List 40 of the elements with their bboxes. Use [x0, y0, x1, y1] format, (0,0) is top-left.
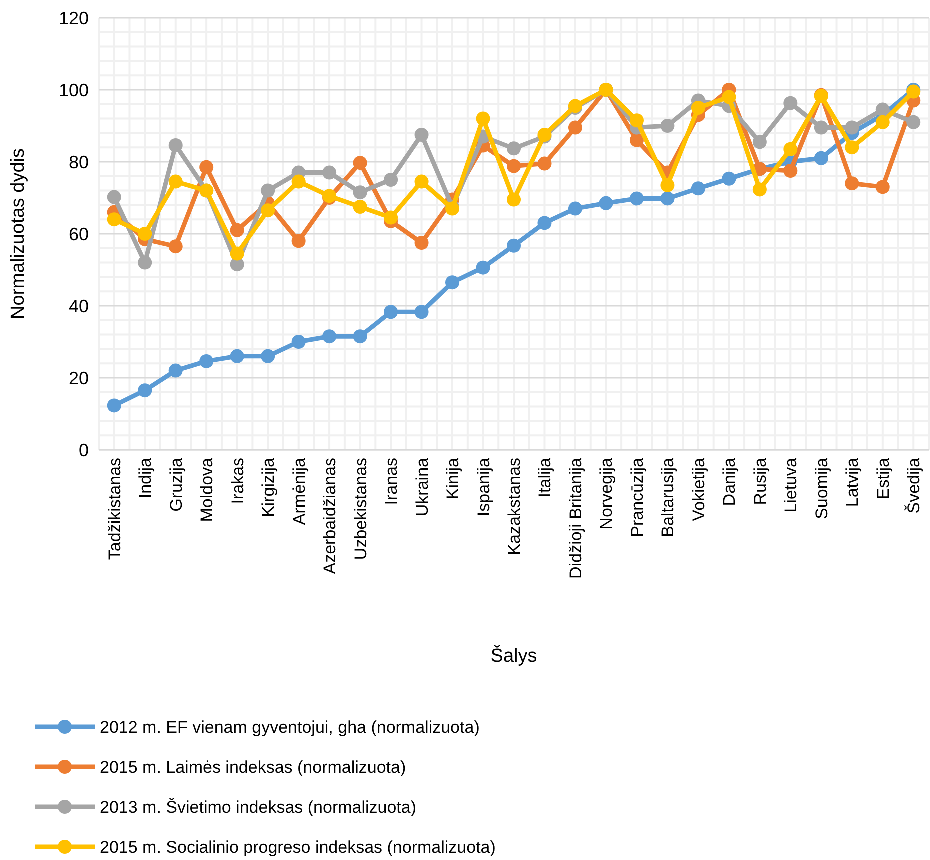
x-tick-label: Uzbekistanas: [351, 458, 370, 560]
x-tick-label: Latvija: [843, 457, 862, 508]
y-axis-title: Normalizuotas dydis: [8, 148, 29, 320]
y-tick-label: 100: [58, 80, 89, 100]
x-tick-label: Irakas: [228, 458, 248, 504]
legend-label: 2013 m. Švietimo indeksas (normalizuota): [100, 798, 417, 817]
y-tick-label: 60: [68, 224, 89, 244]
x-tick-label: Armėnija: [290, 457, 309, 526]
x-tick-label: Gruzija: [166, 457, 186, 512]
x-tick-label: Rusija: [750, 457, 770, 506]
x-tick-label: Kazakstanas: [505, 458, 524, 556]
y-tick-label: 40: [68, 296, 89, 316]
x-tick-label: Kirgizija: [259, 457, 278, 518]
y-tick-label: 80: [68, 152, 89, 172]
x-tick-label: Indija: [136, 457, 156, 499]
x-tick-label: Ispanija: [474, 457, 494, 517]
x-tick-label: Tadžikistanas: [105, 458, 124, 560]
y-tick-label: 0: [78, 440, 89, 460]
x-tick-label: Baltarusija: [658, 457, 678, 538]
x-tick-label: Italija: [536, 457, 555, 498]
x-tick-label: Švedija: [904, 457, 924, 514]
x-tick-label: Norvegija: [597, 457, 616, 530]
x-tick-label: Kinija: [444, 457, 463, 500]
x-tick-label: Lietuva: [782, 457, 801, 513]
x-tick-label: Vokietija: [689, 457, 708, 522]
x-tick-label: Danija: [720, 457, 740, 506]
x-tick-label: Suomija: [812, 457, 832, 520]
x-axis-title: Šalys: [490, 645, 538, 667]
x-tick-label: Didžioji Britanija: [566, 457, 586, 579]
x-tick-label: Azerbaidžianas: [320, 458, 340, 574]
y-tick-label: 20: [68, 368, 89, 388]
x-tick-label: Moldova: [198, 457, 217, 522]
x-tick-label: Iranas: [382, 458, 402, 506]
legend-label: 2015 m. Laimės indeksas (normalizuota): [100, 758, 406, 777]
x-tick-label: Prancūzija: [628, 457, 647, 538]
x-tick-label: Ukraina: [412, 457, 432, 517]
x-tick-label: Estija: [874, 457, 893, 500]
y-tick-label: 120: [58, 8, 89, 28]
legend-label: 2012 m. EF vienam gyventojui, gha (normalizuota): [100, 718, 480, 737]
legend-label: 2015 m. Socialinio progreso indeksas (normalizuota): [100, 838, 496, 857]
